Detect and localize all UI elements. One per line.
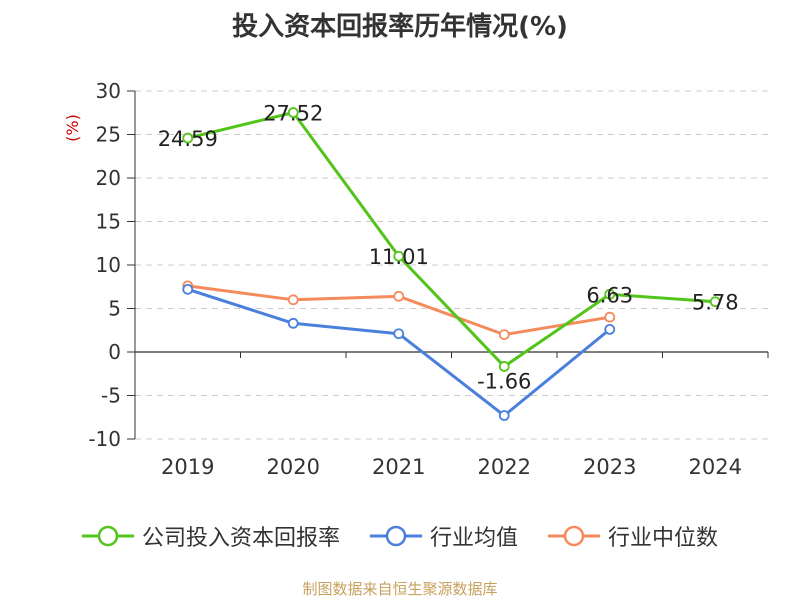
x-tick-label: 2023 xyxy=(583,455,636,479)
y-tick-label: 0 xyxy=(108,340,121,364)
legend: 公司投入资本回报率 行业均值 行业中位数 xyxy=(0,520,800,552)
series-industry-median-point xyxy=(287,294,299,306)
series-company-point xyxy=(287,107,299,118)
data-label: 24.59 xyxy=(158,127,218,151)
grid-lines xyxy=(135,90,768,440)
series-industry-avg-point xyxy=(498,410,510,421)
source-note: 制图数据来自恒生聚源数据库 xyxy=(302,580,498,598)
legend-industry-avg-label: 行业均值 xyxy=(429,526,518,551)
x-tick-label: 2020 xyxy=(267,455,320,479)
legend-item-company[interactable]: 公司投入资本回报率 xyxy=(81,520,340,552)
y-tick-label: 25 xyxy=(96,123,121,147)
data-labels: 24.59 27.52 11.01 -1.66 6.63 5.78 xyxy=(158,102,739,394)
chart-title: 投入资本回报率历年情况(%) xyxy=(232,12,568,42)
data-label: -1.66 xyxy=(477,369,531,393)
axes: 30 25 20 15 10 5 0 -5 -10 2019 2020 2021 2022 2023 202… xyxy=(88,79,769,479)
series-company-line xyxy=(187,111,716,368)
x-tick-label: 2019 xyxy=(161,455,214,479)
series-industry-avg-point xyxy=(287,317,299,329)
series-company-point xyxy=(393,250,405,262)
y-tick-label: 15 xyxy=(96,210,121,234)
data-label: 27.52 xyxy=(263,102,323,126)
series-company-point xyxy=(604,288,616,300)
series-industry-median-point xyxy=(393,290,405,302)
y-tick-label: 30 xyxy=(96,79,121,103)
x-tick-label: 2021 xyxy=(372,455,425,479)
x-tick-label: 2022 xyxy=(478,455,531,479)
series-company-point xyxy=(498,361,510,372)
data-label: 6.63 xyxy=(586,283,633,307)
legend-industry-median-label: 行业中位数 xyxy=(608,526,719,551)
series-company-point xyxy=(182,132,194,144)
y-tick-label: 5 xyxy=(108,297,121,321)
series-industry-median-point xyxy=(604,311,616,323)
y-tick-label: -5 xyxy=(101,384,121,408)
series-company-point xyxy=(709,296,721,308)
data-label: 5.78 xyxy=(692,291,739,315)
series-industry-median-point xyxy=(498,329,510,341)
series-industry-avg-point xyxy=(182,283,194,295)
series-industry-avg-point xyxy=(604,323,616,335)
y-tick-label: -10 xyxy=(88,427,121,451)
y-tick-label: 20 xyxy=(96,166,121,190)
legend-company-label: 公司投入资本回报率 xyxy=(141,526,340,551)
series-lines xyxy=(182,107,721,421)
legend-industry-median-marker xyxy=(548,525,600,547)
series-industry-avg-point xyxy=(393,328,405,340)
legend-industry-avg-marker xyxy=(369,525,422,547)
data-label: 11.01 xyxy=(369,245,429,269)
legend-item-industry-median[interactable]: 行业中位数 xyxy=(548,520,718,552)
x-tick-label: 2024 xyxy=(689,455,742,479)
y-tick-label: 10 xyxy=(96,253,121,277)
legend-item-industry-avg[interactable]: 行业均值 xyxy=(369,520,518,552)
legend-company-marker xyxy=(81,525,134,547)
y-axis-unit: (%) xyxy=(63,114,82,142)
